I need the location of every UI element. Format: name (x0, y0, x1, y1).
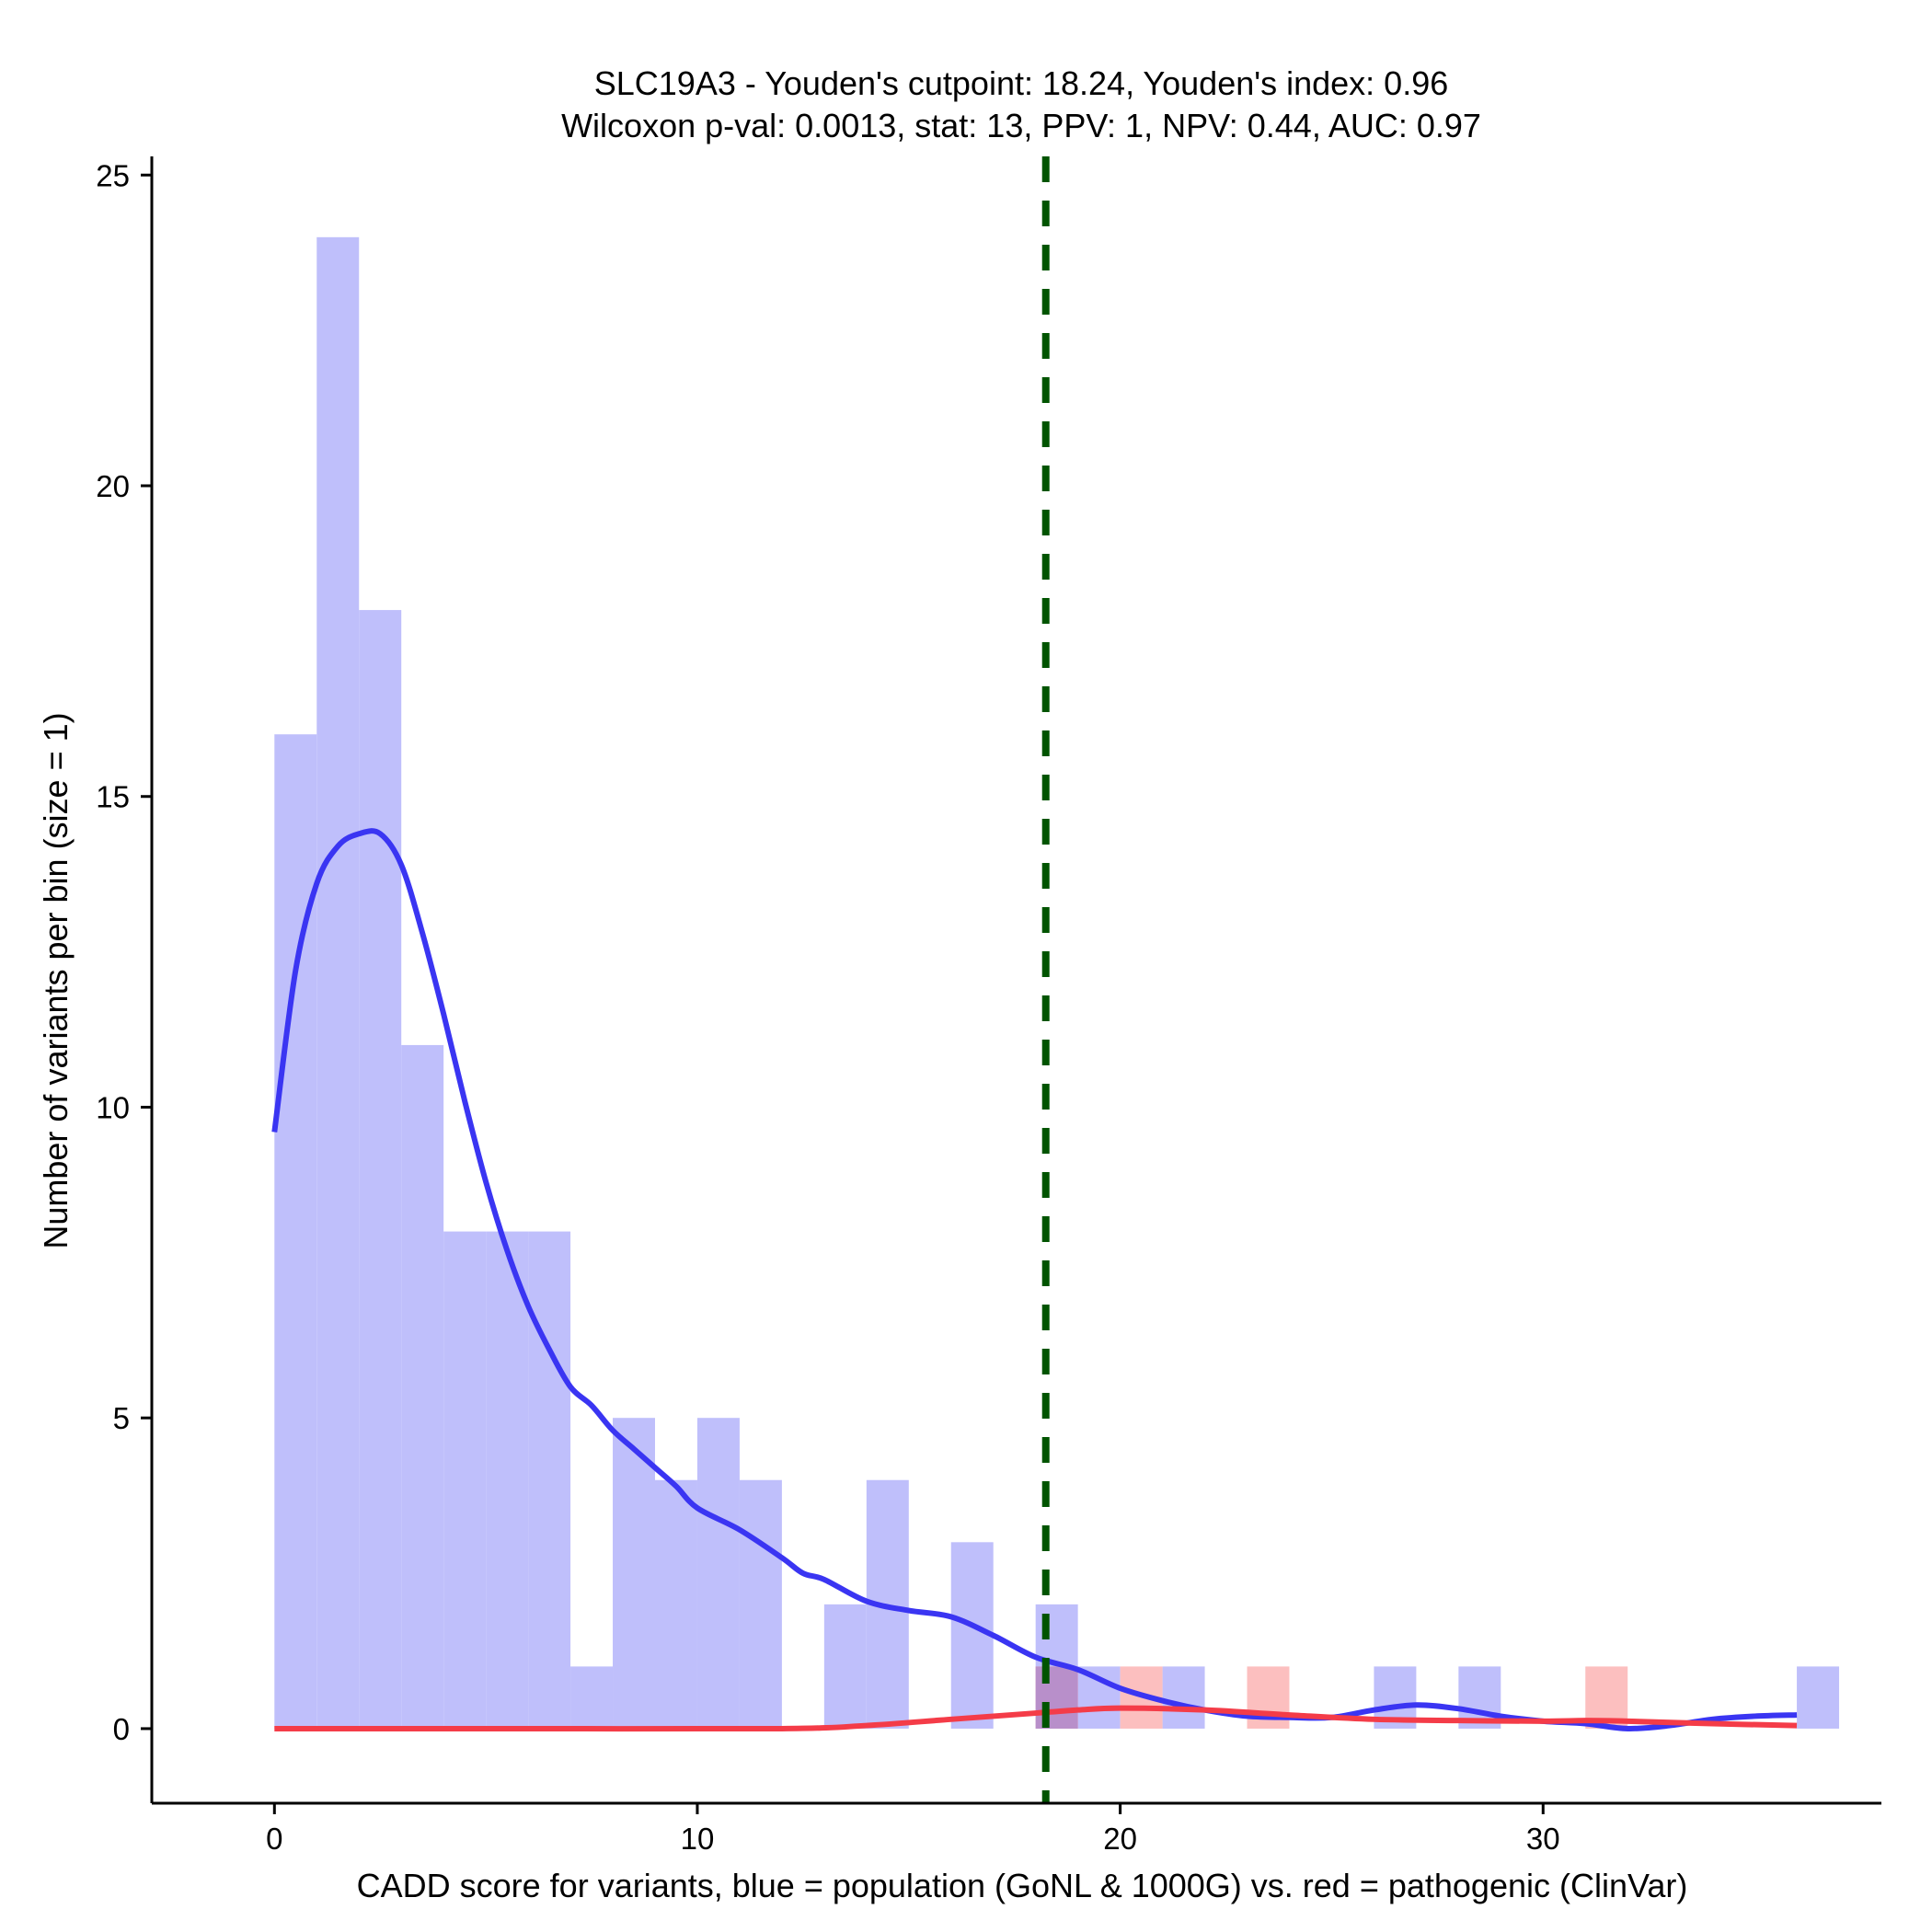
population-bar-9 (654, 1479, 697, 1729)
bars-layer (274, 236, 1840, 1729)
population-bar-16 (950, 1542, 994, 1729)
population-bar-6 (528, 1231, 571, 1729)
y-tick-label-5: 5 (113, 1401, 130, 1435)
x-tick-label-20: 20 (1103, 1822, 1137, 1856)
y-tick-label-15: 15 (96, 780, 130, 814)
population-bar-3 (401, 1044, 444, 1729)
x-tick-label-30: 30 (1526, 1822, 1560, 1856)
population-bar-10 (696, 1418, 740, 1729)
population-bar-1 (316, 236, 360, 1729)
chart-title: SLC19A3 - Youden's cutpoint: 18.24, Youd… (594, 64, 1449, 102)
chart-subtitle: Wilcoxon p-val: 0.0013, stat: 13, PPV: 1… (561, 107, 1481, 144)
population-bar-7 (570, 1666, 614, 1729)
x-axis-label: CADD score for variants, blue = populati… (357, 1867, 1688, 1904)
y-axis-label: Number of variants per bin (size = 1) (37, 712, 75, 1248)
y-tick-label-25: 25 (96, 158, 130, 192)
pathogenic-density-curve (274, 1705, 1798, 1732)
y-tick-label-0: 0 (113, 1712, 130, 1746)
y-tick-label-20: 20 (96, 469, 130, 503)
density-curves-layer (271, 828, 1798, 1732)
population-bar-19 (1077, 1666, 1121, 1729)
population-bar-8 (613, 1418, 655, 1729)
x-tick-label-0: 0 (266, 1822, 282, 1856)
population-bar-13 (823, 1604, 867, 1729)
axes-layer: 0 10 20 30 0 5 10 15 20 25 (96, 156, 1881, 1856)
y-tick-label-10: 10 (96, 1090, 130, 1124)
x-tick-label-10: 10 (681, 1822, 715, 1856)
overlap-bar-18 (1035, 1666, 1078, 1729)
population-bar-2 (359, 610, 402, 1729)
population-bar-21 (1162, 1666, 1205, 1729)
population-density-curve (271, 828, 1798, 1731)
population-bar-36 (1797, 1666, 1840, 1729)
population-bar-0 (274, 734, 317, 1729)
population-bar-4 (443, 1231, 487, 1729)
population-bar-5 (486, 1231, 529, 1729)
population-bar-11 (739, 1479, 782, 1729)
